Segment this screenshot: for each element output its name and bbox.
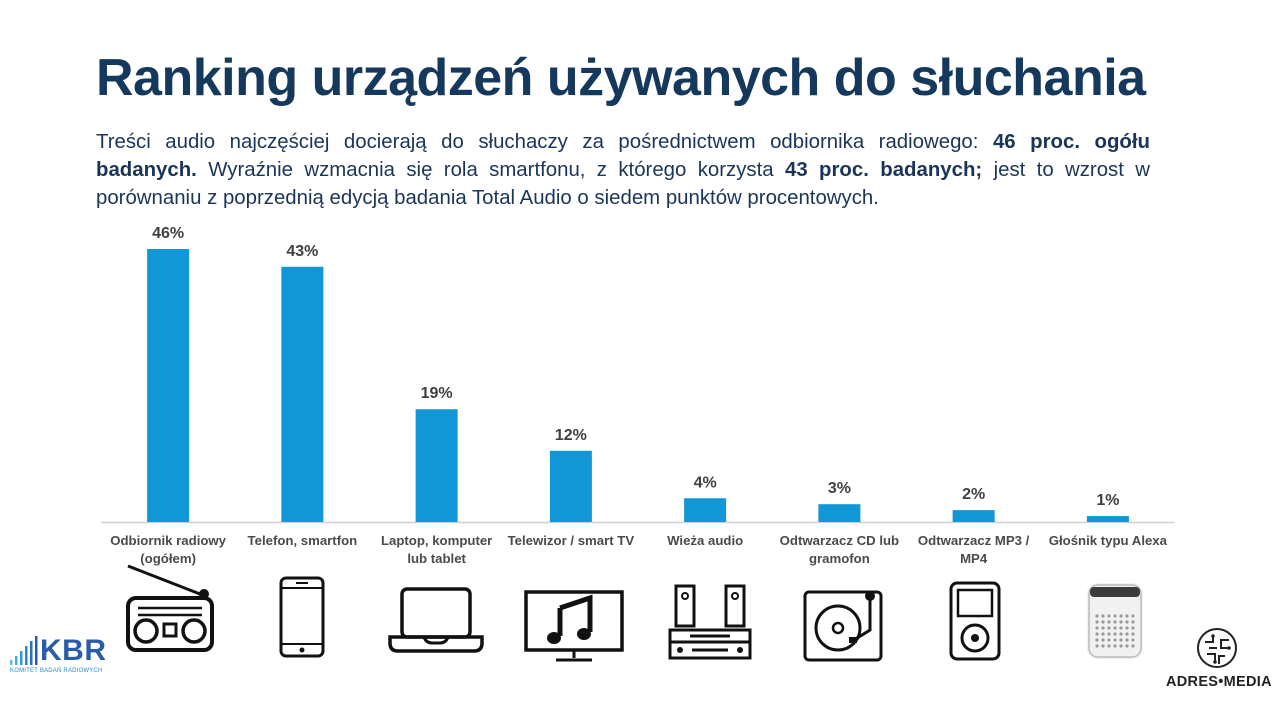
data-label-7: 2%: [962, 486, 985, 503]
category-label-3: Laptop, komputer lub tablet: [380, 533, 493, 566]
data-label-4: 12%: [555, 427, 587, 444]
smartphone-icon: [279, 576, 325, 658]
category-label-1: Odbiornik radiowy (ogółem): [110, 533, 227, 566]
stereo-icon: [668, 584, 752, 660]
bar-7: [952, 510, 995, 522]
data-label-1: 46%: [152, 225, 184, 242]
mp3-player-icon: [949, 581, 1001, 661]
page-title: Ranking urządzeń używanych do słuchania: [96, 49, 1146, 107]
data-label-8: 1%: [1096, 492, 1119, 509]
data-label-5: 4%: [694, 474, 717, 491]
subtitle-text-2: Wyraźnie wzmacnia się rola smartfonu, z …: [196, 159, 785, 181]
data-label-6: 3%: [828, 480, 851, 497]
bar-1: [147, 249, 190, 522]
turntable-icon: [803, 590, 883, 662]
laptop-icon: [388, 587, 484, 653]
smart-speaker-icon: [1087, 583, 1143, 659]
bar-3: [415, 409, 458, 522]
category-label-7: Odtwarzacz MP3 /MP4: [917, 533, 1030, 566]
category-label-2: Telefon, smartfon: [247, 533, 358, 548]
subtitle-text-1: Treści audio najczęściej docierają do sł…: [96, 131, 993, 153]
bar-6: [818, 504, 861, 522]
category-label-5: Wieża audio: [667, 533, 744, 548]
subtitle-text-3: jest to wzrost w porównaniu z poprzednią…: [96, 159, 1150, 209]
bar-5: [684, 498, 727, 522]
kbr-logo-bars-icon: [10, 636, 38, 665]
subtitle-bold-2: 43 proc. badanych;: [785, 159, 983, 181]
category-label-6: Odtwarzacz CD lub gramofon: [779, 533, 900, 566]
category-label-4: Telewizor / smart TV: [507, 533, 635, 548]
bar-4: [549, 450, 592, 522]
bar-8: [1086, 516, 1129, 522]
bar-chart: 46% 43% 19% 12% 4% 3% 2% 1%: [101, 225, 1175, 524]
bar-2: [281, 266, 324, 522]
category-label-8: Głośnik typu Alexa: [1048, 533, 1167, 548]
kbr-logo-text: KBR: [40, 634, 107, 667]
tv-icon: [524, 590, 624, 662]
subtitle-bold-1: 46 proc. ogółu badanych.: [96, 131, 1150, 181]
adres-media-logo-text: ADRES•MEDIA: [1166, 674, 1272, 690]
data-label-2: 43%: [286, 243, 318, 260]
page-subtitle: Treści audio najczęściej docierają do sł…: [96, 128, 1150, 212]
adres-media-logo-icon: [1197, 628, 1237, 668]
data-label-3: 19%: [421, 385, 453, 402]
radio-icon: [126, 564, 214, 652]
kbr-logo-subtitle: KOMITET BADAŃ RADIOWYCH: [10, 668, 103, 674]
